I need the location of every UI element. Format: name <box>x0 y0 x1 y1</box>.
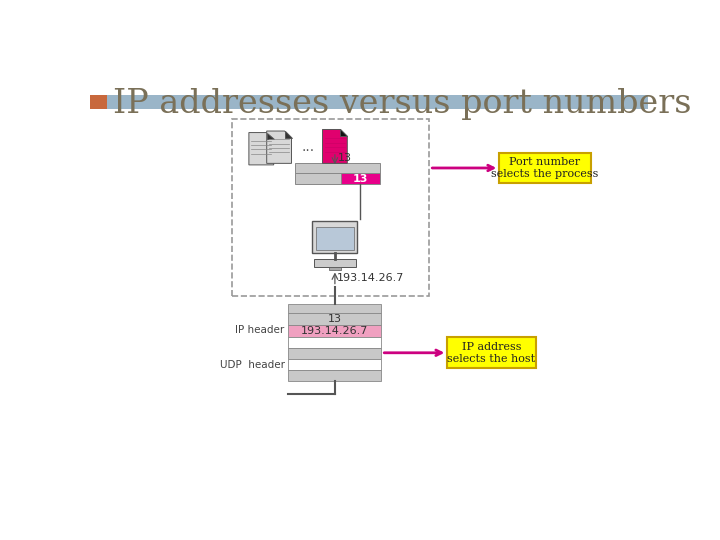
Bar <box>232 119 429 296</box>
Polygon shape <box>323 130 347 164</box>
FancyBboxPatch shape <box>499 153 591 184</box>
Text: IP address
selects the host: IP address selects the host <box>447 342 536 363</box>
Bar <box>329 267 341 269</box>
Bar <box>314 259 356 267</box>
Text: 13: 13 <box>328 314 342 324</box>
Bar <box>289 348 382 359</box>
Polygon shape <box>266 132 274 139</box>
Bar <box>90 95 107 109</box>
Text: 13: 13 <box>353 174 368 184</box>
Bar <box>289 313 382 325</box>
Text: 13: 13 <box>338 153 352 163</box>
Text: IP header: IP header <box>235 326 284 335</box>
Bar <box>289 303 382 313</box>
Bar <box>294 173 341 184</box>
Bar <box>289 359 382 370</box>
Bar <box>341 173 380 184</box>
Text: 193.14.26.7: 193.14.26.7 <box>337 273 405 283</box>
Text: 193.14.26.7: 193.14.26.7 <box>301 326 369 336</box>
Bar <box>315 226 354 249</box>
Bar <box>289 338 382 348</box>
Text: IP addresses versus port numbers: IP addresses versus port numbers <box>113 88 692 120</box>
Bar <box>289 370 382 381</box>
Polygon shape <box>249 132 274 165</box>
Text: UDP  header: UDP header <box>220 360 284 370</box>
Bar <box>289 325 382 338</box>
Bar <box>90 95 648 109</box>
Bar <box>294 163 380 173</box>
FancyBboxPatch shape <box>447 338 536 368</box>
Bar <box>312 221 357 253</box>
Polygon shape <box>284 131 292 138</box>
Polygon shape <box>341 130 347 137</box>
Text: ...: ... <box>301 140 315 154</box>
Polygon shape <box>266 131 292 164</box>
Text: Port number
selects the process: Port number selects the process <box>491 157 598 179</box>
